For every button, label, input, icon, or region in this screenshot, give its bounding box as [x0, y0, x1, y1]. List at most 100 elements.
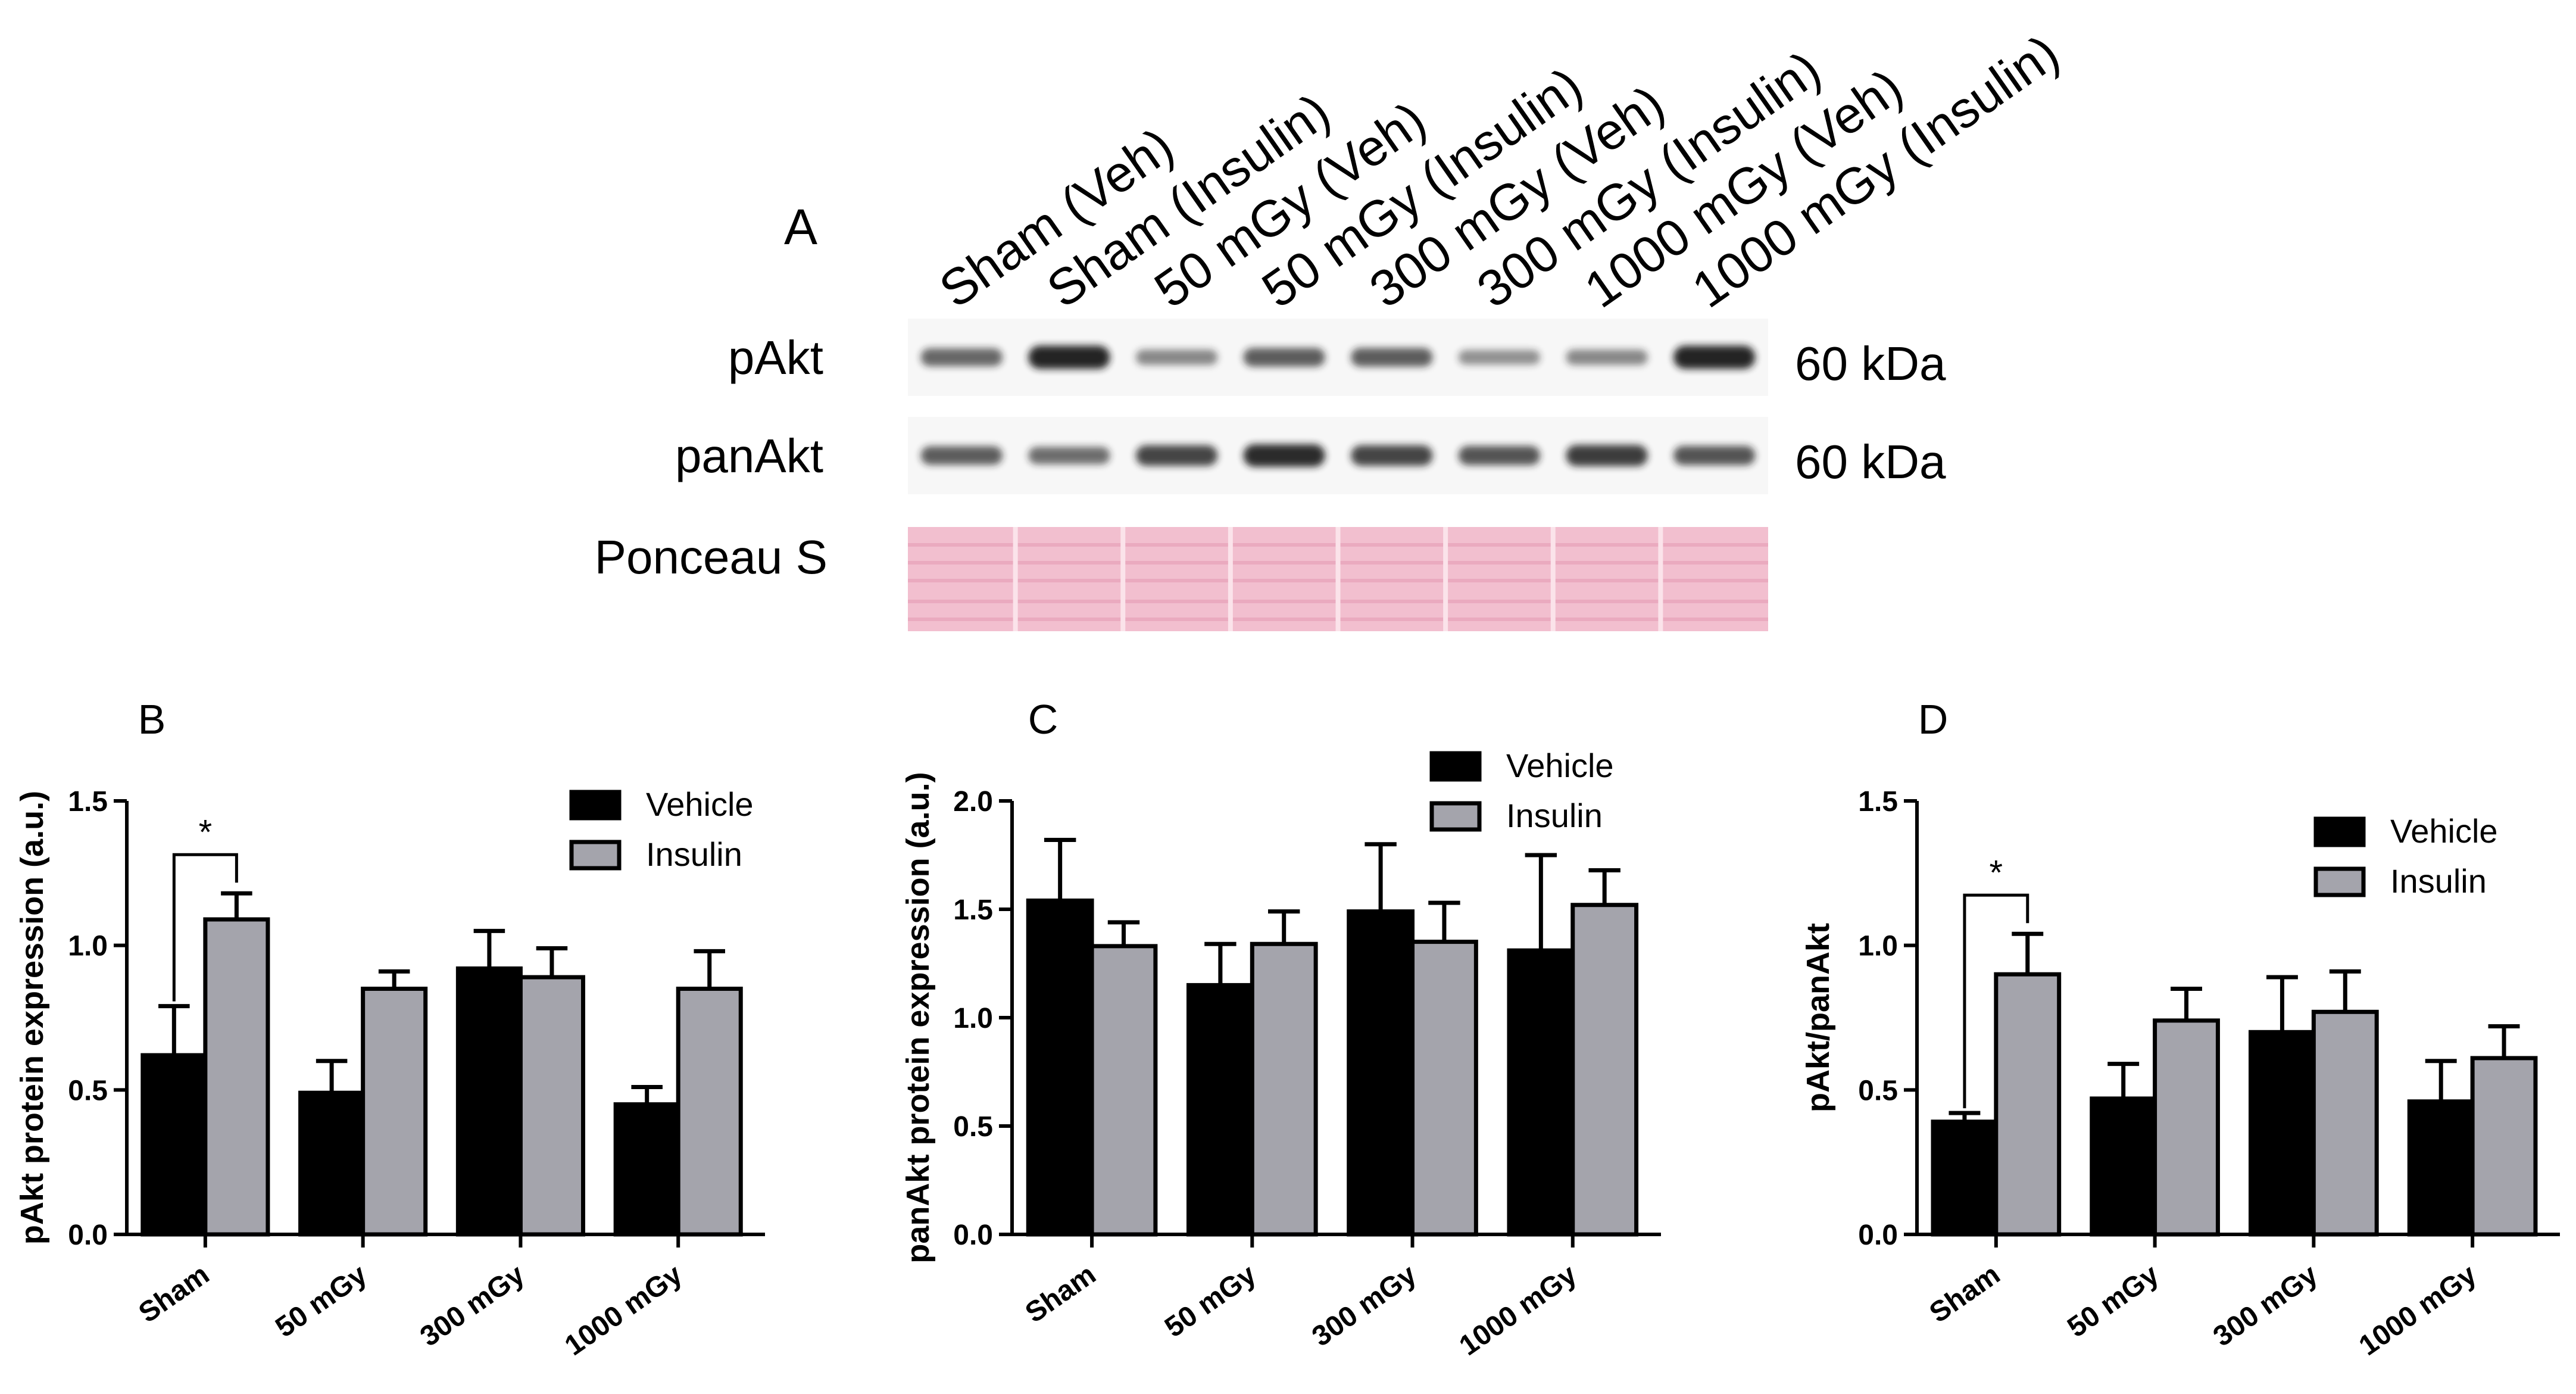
- blot-band: [1243, 444, 1325, 467]
- y-tick-label: 0.5: [953, 1111, 993, 1143]
- x-tick-label: Sham: [1020, 1259, 1101, 1329]
- legend-label: Vehicle: [1506, 747, 1614, 784]
- legend-swatch: [2313, 866, 2366, 897]
- bar: [1994, 972, 2062, 1237]
- y-tick-label: 0.0: [68, 1220, 108, 1251]
- blot-band: [1135, 445, 1218, 466]
- bar: [613, 1102, 680, 1237]
- x-tick-label: Sham: [133, 1259, 215, 1329]
- y-tick-label: 0.5: [68, 1075, 108, 1106]
- band-size-label: 60 kDa: [1795, 337, 1946, 390]
- y-axis-label: pAkt protein expression (a.u.): [14, 791, 50, 1245]
- bar: [676, 986, 743, 1237]
- bar: [2407, 1099, 2475, 1237]
- blot-band: [920, 446, 1003, 465]
- bar: [1186, 983, 1254, 1237]
- x-tick-label: 300 mGy: [2207, 1258, 2324, 1352]
- significance-marker: *: [199, 813, 213, 852]
- panel-d-chart: D 0.0 0.5 1.0 1.5 pAkt/panAkt Sham 50 mGy 300 mG…: [1800, 696, 2560, 1362]
- significance-bracket: [172, 853, 238, 1002]
- blot-band: [1566, 445, 1648, 466]
- x-tick-label: 300 mGy: [414, 1258, 530, 1352]
- blot-strips: [908, 319, 1768, 631]
- bar: [298, 1090, 366, 1237]
- panel-letter: D: [1918, 696, 1949, 743]
- bar: [1507, 948, 1575, 1237]
- row-label: Ponceau S: [595, 531, 828, 584]
- x-tick-label: 300 mGy: [1306, 1258, 1422, 1352]
- row-labels: pAkt 60 kDa panAkt 60 kDa Ponceau S: [595, 331, 1946, 584]
- y-tick-label: 1.0: [68, 931, 108, 962]
- x-tick-label: 1000 mGy: [2353, 1258, 2482, 1362]
- x-tick-label: 50 mGy: [270, 1258, 373, 1343]
- bar: [203, 917, 270, 1237]
- band-size-label: 60 kDa: [1795, 435, 1946, 488]
- row-label: pAkt: [728, 331, 823, 384]
- panel-letter: B: [138, 696, 166, 743]
- bar: [1089, 944, 1158, 1237]
- blot-band: [1351, 348, 1433, 367]
- legend-swatch: [569, 840, 622, 871]
- x-tick-label: 1000 mGy: [559, 1258, 688, 1362]
- y-tick-label: 1.5: [68, 786, 108, 818]
- x-tick-label: Sham: [1924, 1259, 2006, 1329]
- panel-c-chart: C 0.0 0.5 1.0 1.5 2.0 panAkt protein expressio…: [900, 696, 1661, 1362]
- legend-label: Vehicle: [646, 785, 754, 823]
- panel-letter: C: [1028, 696, 1058, 743]
- y-tick-label: 1.0: [953, 1003, 993, 1034]
- blot-band: [1243, 348, 1325, 367]
- panel-a-western-blot: A Sham (Veh)Sham (Insulin)50 mGy (Veh)50…: [595, 24, 2069, 631]
- blot-band: [1135, 350, 1218, 365]
- y-axis-label: pAkt/panAkt: [1800, 923, 1836, 1112]
- panel-b-chart: B 0.0 0.5 1.0 1.5 pAkt protein expression (a.…: [14, 696, 765, 1362]
- legend-swatch: [2313, 816, 2366, 847]
- blot-band: [1028, 345, 1110, 369]
- y-axis-label: panAkt protein expression (a.u.): [900, 772, 936, 1263]
- bar: [1250, 941, 1318, 1237]
- significance-marker: *: [1990, 853, 2003, 892]
- y-tick-label: 1.5: [953, 894, 993, 926]
- bar: [2470, 1056, 2538, 1237]
- bar: [2090, 1096, 2157, 1237]
- bar: [1347, 909, 1415, 1237]
- blot-band: [1673, 445, 1756, 466]
- legend-swatch: [1429, 751, 1482, 782]
- legend-label: Insulin: [1506, 797, 1603, 834]
- blot-band: [1351, 445, 1433, 466]
- legend-label: Insulin: [646, 835, 742, 873]
- blot-band: [1566, 350, 1648, 365]
- x-tick-label: 50 mGy: [1159, 1258, 1262, 1343]
- row-label: panAkt: [675, 429, 823, 482]
- bar: [1026, 898, 1094, 1237]
- bar: [1410, 940, 1478, 1237]
- blot-band: [1458, 445, 1541, 466]
- lane-labels: Sham (Veh)Sham (Insulin)50 mGy (Veh)50 m…: [929, 24, 2069, 319]
- y-tick-label: 1.0: [1858, 931, 1898, 962]
- bar: [2311, 1009, 2379, 1237]
- y-tick-label: 0.0: [953, 1220, 993, 1251]
- bar: [361, 986, 428, 1237]
- bar: [1570, 903, 1639, 1237]
- bar: [455, 966, 523, 1237]
- bar: [518, 975, 585, 1237]
- y-tick-label: 0.5: [1858, 1075, 1898, 1106]
- legend-label: Vehicle: [2390, 812, 2498, 850]
- panel-a-letter: A: [784, 199, 817, 255]
- blot-band: [1028, 447, 1110, 464]
- legend-swatch: [569, 790, 622, 821]
- bar: [2249, 1030, 2316, 1237]
- y-tick-label: 2.0: [953, 786, 993, 818]
- legend-label: Insulin: [2390, 862, 2487, 900]
- y-tick-label: 1.5: [1858, 786, 1898, 818]
- x-tick-label: 1000 mGy: [1454, 1258, 1582, 1362]
- legend-swatch: [1429, 801, 1482, 832]
- bar: [140, 1053, 208, 1237]
- bar: [1931, 1119, 1999, 1237]
- blot-band: [1458, 350, 1541, 365]
- blot-band: [1673, 345, 1756, 369]
- significance-bracket: [1963, 893, 2029, 1109]
- bar: [2153, 1018, 2220, 1237]
- blot-band: [920, 348, 1003, 367]
- x-tick-label: 50 mGy: [2062, 1258, 2165, 1343]
